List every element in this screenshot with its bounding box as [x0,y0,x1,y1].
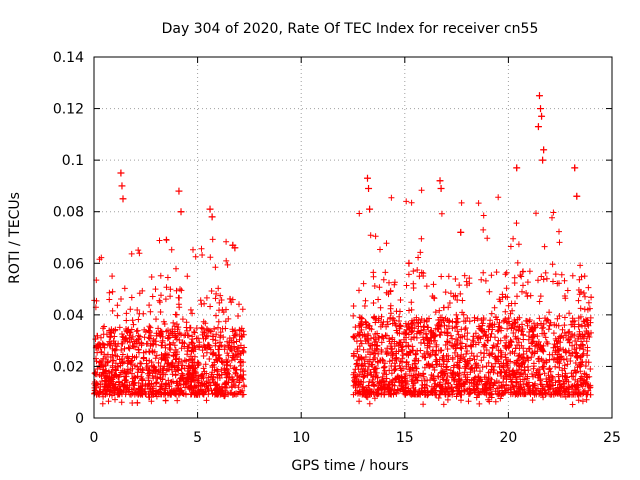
data-point [535,92,543,100]
y-tick-label: 0.08 [53,205,84,221]
data-point [537,105,545,113]
x-tick-label: 0 [90,430,99,446]
plot-frame [93,56,613,419]
y-axis-title: ROTI / TECUs [7,192,23,284]
data-point [405,259,413,267]
data-point [231,244,239,252]
y-tick-label: 0.06 [53,256,84,272]
data-point [437,185,445,193]
data-point [175,187,183,195]
data-point [538,112,546,120]
axis-ticks: 0 5 10 15 20 25 0 0.02 0.04 0.06 0.08 0.1 0.12 0.14 [53,50,621,446]
data-point [436,177,444,185]
x-tick-label: 5 [193,430,202,446]
y-tick-label: 0.12 [53,102,84,118]
y-tick-label: 0.14 [53,50,84,66]
x-axis-title: GPS time / hours [291,458,408,474]
chart-title: Day 304 of 2020, Rate Of TEC Index for r… [162,21,539,37]
data-point [364,174,372,182]
data-point [534,123,542,131]
data-points [91,92,595,408]
data-point [365,185,373,193]
data-point [206,205,214,213]
data-point [540,146,548,154]
data-point [117,169,125,177]
x-tick-label: 20 [499,430,517,446]
data-point [208,213,216,221]
data-point [573,192,581,200]
data-point [118,182,126,190]
y-tick-label: 0.1 [62,153,84,169]
data-point [366,205,374,213]
y-tick-label: 0 [75,411,84,427]
data-point [177,208,185,216]
x-tick-label: 15 [396,430,414,446]
data-point-markers [91,92,595,408]
x-tick-label: 10 [292,430,310,446]
data-point [119,195,127,203]
y-tick-label: 0.02 [53,359,84,375]
data-point [513,164,521,172]
data-point [571,164,579,172]
data-point [457,228,465,236]
data-point [539,156,547,164]
y-tick-label: 0.04 [53,308,84,324]
x-tick-label: 25 [603,430,621,446]
